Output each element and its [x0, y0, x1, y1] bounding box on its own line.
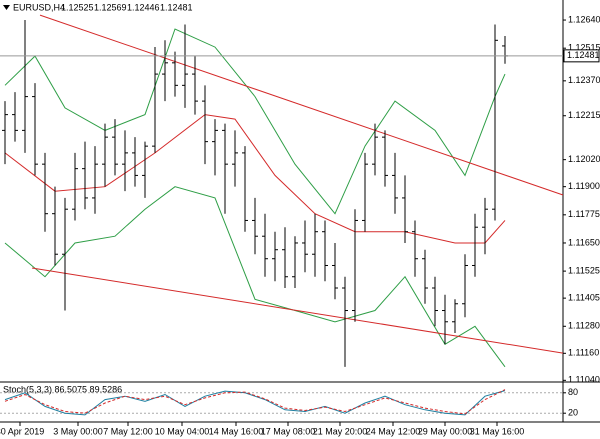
indicator-line	[4, 28, 506, 215]
y-tick-label: 1.11280	[568, 321, 600, 331]
y-tick-label: 80	[568, 387, 578, 397]
header-close: 1.12481	[160, 2, 193, 12]
last-price-box	[563, 49, 600, 63]
symbol-title: EURUSD,H4	[13, 2, 65, 12]
x-tick-label: 24 May 12:00	[366, 426, 421, 436]
indicator-line	[4, 114, 506, 244]
y-tick-label: 1.12215	[568, 110, 600, 120]
y-tick-label: 1.11900	[568, 181, 600, 191]
y-tick-label: 1.11405	[568, 293, 600, 303]
x-tick-label: 7 May 12:00	[103, 426, 153, 436]
x-tick-label: 21 May 20:00	[313, 426, 368, 436]
x-tick-label: 17 May 08:00	[261, 426, 316, 436]
x-tick-label: 30 Apr 2019	[0, 426, 44, 436]
last-price-label: 1.12481	[567, 50, 600, 60]
y-tick-label: 1.11775	[568, 209, 600, 219]
y-tick-label: 1.12370	[568, 75, 600, 85]
trendline	[31, 267, 564, 354]
header-open: 1.12525	[61, 2, 94, 12]
stoch-line	[4, 389, 506, 415]
indicator-line	[4, 186, 506, 368]
x-tick-label: 14 May 16:00	[209, 426, 264, 436]
menu-icon[interactable]	[3, 5, 10, 10]
y-tick-label: 20	[568, 408, 578, 418]
indicator-title: Stoch(5,3,3) 86.5075 89.5286	[3, 384, 122, 394]
x-tick-label: 29 May 00:00	[418, 426, 473, 436]
header-high: 1.12569	[94, 2, 127, 12]
x-tick-label: 3 May 00:00	[53, 426, 103, 436]
header-low: 1.12446	[127, 2, 160, 12]
y-tick-label: 1.12515	[568, 43, 600, 53]
x-tick-label: 10 May 04:00	[155, 426, 210, 436]
stoch-line	[4, 390, 506, 416]
y-tick-label: 1.11525	[568, 265, 600, 275]
y-tick-label: 1.11160	[568, 348, 599, 358]
y-tick-label: 1.12020	[568, 154, 600, 164]
y-tick-label: 1.11650	[568, 237, 600, 247]
trendline	[39, 14, 564, 196]
y-tick-label: 1.11040	[568, 375, 600, 385]
x-tick-label: 31 May 16:00	[470, 426, 525, 436]
y-tick-label: 1.12640	[568, 14, 600, 24]
